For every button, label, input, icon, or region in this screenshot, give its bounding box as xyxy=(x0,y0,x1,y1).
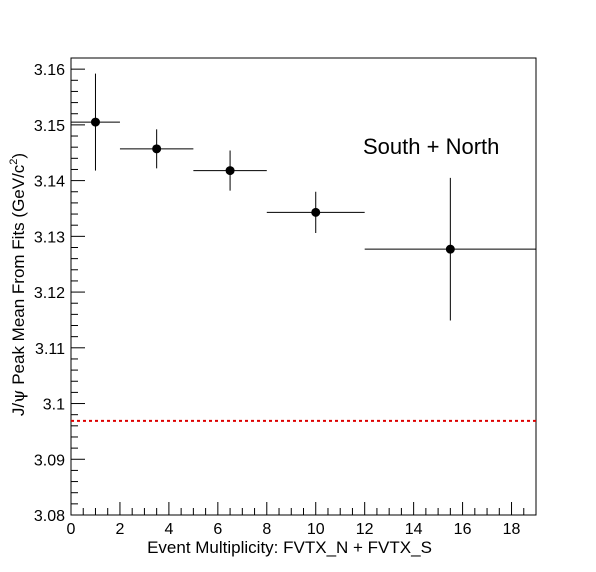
x-tick-label: 6 xyxy=(213,521,222,538)
x-tick-label: 2 xyxy=(115,521,124,538)
axis-tick-labels: 0 2 4 6 8 10 12 14 16 18 3.08 3.09 3.1 3.11 3.12 3.13 3.… xyxy=(34,62,521,538)
y-tick-label: 3.08 xyxy=(34,508,65,525)
data-points xyxy=(71,73,536,321)
point-marker xyxy=(445,244,455,254)
x-tick-label: 18 xyxy=(503,521,521,538)
x-tick-label: 16 xyxy=(454,521,472,538)
y-axis-label: J/ψ Peak Mean From Fits (GeV/c2) xyxy=(8,153,29,416)
data-point xyxy=(193,150,267,191)
x-tick-label: 12 xyxy=(356,521,374,538)
plot-frame xyxy=(70,57,537,516)
axis-ticks xyxy=(70,57,537,516)
x-tick-label: 0 xyxy=(67,521,76,538)
y-axis-label-part-2: Peak Mean From Fits (GeV/c xyxy=(9,164,28,389)
data-point xyxy=(364,177,536,321)
annotation-label: South + North xyxy=(363,134,499,159)
data-point xyxy=(266,191,365,233)
point-marker xyxy=(311,207,321,217)
point-marker xyxy=(90,117,100,127)
x-tick-label: 10 xyxy=(307,521,325,538)
y-tick-label: 3.13 xyxy=(34,229,65,246)
data-point xyxy=(71,73,120,171)
x-tick-label: 8 xyxy=(262,521,271,538)
y-axis-label-psi: ψ xyxy=(9,390,29,403)
y-tick-label: 3.12 xyxy=(34,285,65,302)
y-tick-label: 3.15 xyxy=(34,118,65,135)
y-tick-label: 3.1 xyxy=(43,397,65,414)
y-tick-label: 3.14 xyxy=(34,174,65,191)
x-axis-label: Event Multiplicity: FVTX_N + FVTX_S xyxy=(147,538,432,557)
y-axis-label-part-3: ) xyxy=(9,153,28,159)
point-marker xyxy=(225,166,235,176)
y-tick-label: 3.09 xyxy=(34,452,65,469)
y-axis-label-part-1: J/ xyxy=(9,403,28,417)
point-marker xyxy=(152,144,162,154)
y-tick-label: 3.11 xyxy=(35,341,65,358)
y-axis-label-superscript: 2 xyxy=(8,159,20,165)
y-tick-label: 3.16 xyxy=(34,62,65,79)
x-tick-label: 14 xyxy=(405,521,423,538)
data-point xyxy=(119,129,194,169)
x-tick-label: 4 xyxy=(164,521,173,538)
